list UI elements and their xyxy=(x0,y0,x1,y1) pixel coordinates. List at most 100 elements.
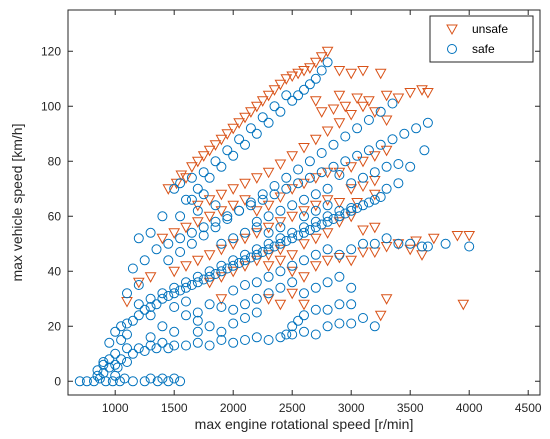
point-safe xyxy=(122,329,132,340)
point-unsafe xyxy=(227,123,240,135)
point-unsafe xyxy=(368,189,381,201)
point-unsafe xyxy=(380,90,393,102)
point-safe xyxy=(251,216,262,227)
point-safe xyxy=(375,139,386,150)
point-safe xyxy=(145,293,156,304)
point-unsafe xyxy=(345,110,358,121)
point-unsafe xyxy=(197,151,210,162)
point-safe xyxy=(393,178,404,189)
point-safe xyxy=(192,277,203,288)
point-unsafe xyxy=(345,162,358,173)
point-safe xyxy=(346,318,357,329)
point-safe xyxy=(381,233,392,244)
point-unsafe xyxy=(280,74,293,85)
point-safe xyxy=(334,211,345,222)
point-safe xyxy=(169,340,180,351)
point-safe xyxy=(322,183,333,194)
point-unsafe xyxy=(410,236,422,248)
point-safe xyxy=(322,200,333,211)
point-unsafe xyxy=(321,167,334,179)
point-safe xyxy=(110,348,121,359)
point-unsafe xyxy=(262,90,275,102)
point-safe xyxy=(175,211,186,222)
point-unsafe xyxy=(215,294,228,305)
point-safe xyxy=(228,150,239,161)
point-safe xyxy=(240,227,250,238)
point-safe xyxy=(186,238,197,249)
point-safe xyxy=(204,340,215,351)
point-safe xyxy=(251,249,262,260)
point-safe xyxy=(186,227,197,238)
point-safe xyxy=(381,161,392,172)
point-safe xyxy=(287,233,298,244)
point-unsafe xyxy=(274,159,287,171)
point-safe xyxy=(228,285,239,296)
point-safe xyxy=(310,304,321,315)
series-safe xyxy=(74,57,475,387)
point-safe xyxy=(316,167,327,178)
point-safe xyxy=(175,376,186,387)
axis-ticks: 1000 1500 2000 2500 3000 3500 4000 4500 0 20 40 60 8… xyxy=(41,10,542,415)
point-safe xyxy=(89,376,99,387)
point-safe xyxy=(287,277,298,288)
point-unsafe xyxy=(392,93,405,105)
point-safe xyxy=(275,233,286,244)
point-unsafe xyxy=(209,140,222,151)
point-safe xyxy=(151,299,162,310)
point-safe xyxy=(133,343,144,354)
point-unsafe xyxy=(404,244,417,256)
y-tick-label: 20 xyxy=(48,319,62,333)
point-unsafe xyxy=(404,88,417,99)
x-axis-label: max engine rotational speed [r/min] xyxy=(195,416,414,432)
point-safe xyxy=(127,263,138,274)
point-safe xyxy=(222,263,233,274)
point-unsafe xyxy=(286,288,299,300)
point-safe xyxy=(169,326,180,337)
point-safe xyxy=(269,181,280,191)
point-safe xyxy=(263,288,274,299)
point-safe xyxy=(334,299,345,310)
point-safe xyxy=(145,373,156,384)
point-safe xyxy=(139,304,150,315)
point-safe xyxy=(216,161,227,172)
point-safe xyxy=(257,189,268,200)
point-safe xyxy=(127,348,138,359)
point-safe xyxy=(346,244,357,255)
point-safe xyxy=(322,244,333,255)
point-unsafe xyxy=(357,225,369,237)
point-unsafe xyxy=(144,272,157,283)
point-safe xyxy=(240,280,250,290)
y-tick-label: 60 xyxy=(48,209,62,223)
point-safe xyxy=(310,249,321,260)
point-unsafe xyxy=(374,68,387,80)
point-safe xyxy=(240,313,250,323)
point-safe xyxy=(399,128,410,139)
point-safe xyxy=(287,200,298,211)
point-safe xyxy=(139,255,150,266)
point-unsafe xyxy=(292,68,304,80)
point-safe xyxy=(145,302,156,312)
point-safe xyxy=(127,315,138,326)
point-unsafe xyxy=(268,85,281,96)
point-safe xyxy=(363,115,374,125)
point-unsafe xyxy=(262,294,275,305)
point-safe xyxy=(163,343,174,354)
plot-points xyxy=(74,46,476,387)
point-safe xyxy=(293,178,304,189)
point-unsafe xyxy=(262,167,275,179)
point-safe xyxy=(304,225,315,235)
legend-box xyxy=(429,15,534,63)
point-safe xyxy=(387,98,398,109)
point-unsafe xyxy=(345,255,358,267)
point-unsafe xyxy=(227,200,240,212)
point-safe xyxy=(358,200,368,211)
point-safe xyxy=(375,106,386,117)
point-unsafe xyxy=(286,266,299,278)
point-unsafe xyxy=(351,198,363,209)
y-tick-label: 100 xyxy=(41,99,61,113)
point-unsafe xyxy=(239,178,251,190)
point-unsafe xyxy=(380,294,393,305)
point-safe xyxy=(122,357,132,367)
point-safe xyxy=(240,139,250,150)
point-safe xyxy=(116,335,127,345)
